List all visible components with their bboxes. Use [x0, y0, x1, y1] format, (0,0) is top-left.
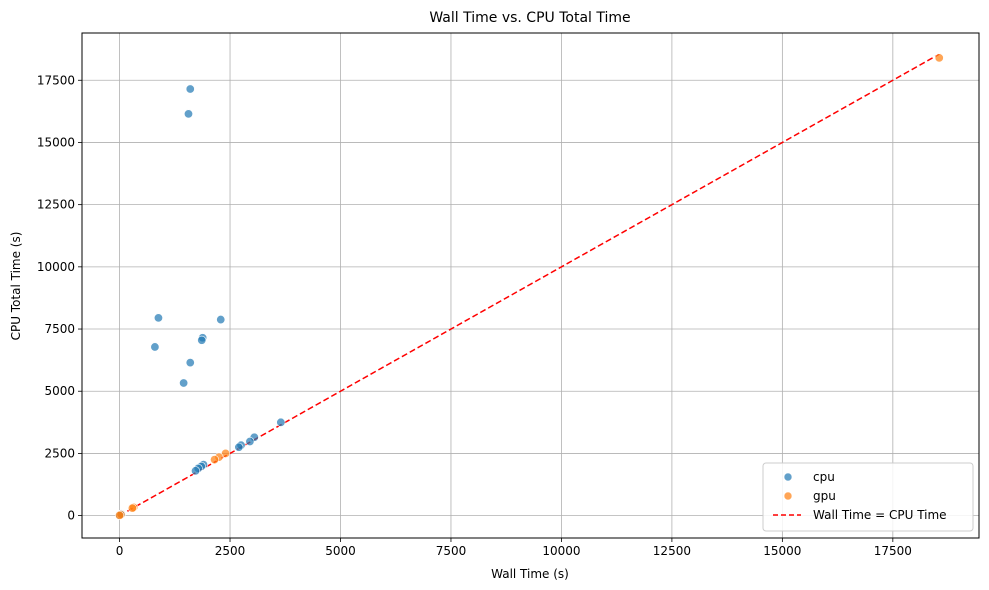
y-tick-label: 10000	[37, 260, 75, 274]
y-tick-label: 7500	[44, 322, 75, 336]
y-tick-label: 0	[67, 509, 75, 523]
grid-lines	[82, 33, 979, 538]
x-axis-ticks: 0 2500 5000 7500 10000 12500 15000 17500	[116, 538, 912, 558]
data-point-cpu	[191, 466, 201, 476]
y-axis-ticks: 0 2500 5000 7500 10000 12500 15000 17500	[37, 73, 82, 523]
data-point-cpu	[245, 436, 255, 446]
legend-marker-cpu	[783, 472, 793, 482]
data-point-gpu	[127, 503, 137, 513]
legend-box	[762, 462, 974, 532]
x-tick-label: 5000	[325, 544, 356, 558]
x-tick-label: 0	[116, 544, 124, 558]
data-point-cpu	[153, 313, 163, 323]
plot-frame	[81, 32, 980, 539]
chart-title: Wall Time vs. CPU Total Time	[429, 10, 630, 26]
x-tick-label: 10000	[542, 544, 580, 558]
legend-marker-gpu	[783, 491, 793, 501]
y-tick-label: 12500	[37, 198, 75, 212]
data-point-cpu	[150, 342, 160, 352]
data-points	[115, 53, 944, 520]
data-point-cpu	[179, 378, 189, 388]
data-point-cpu	[234, 442, 244, 452]
data-point-gpu	[115, 510, 125, 520]
data-point-gpu	[934, 53, 944, 63]
y-tick-label: 17500	[37, 73, 75, 87]
data-point-cpu	[276, 417, 286, 427]
x-tick-label: 7500	[436, 544, 467, 558]
data-point-cpu	[216, 315, 226, 325]
legend-label-cpu: cpu	[813, 470, 835, 484]
data-point-cpu	[197, 335, 207, 345]
y-tick-label: 2500	[44, 446, 75, 460]
legend: cpu gpu Wall Time = CPU Time	[762, 462, 974, 532]
legend-label-gpu: gpu	[813, 489, 836, 503]
x-tick-label: 12500	[653, 544, 691, 558]
x-tick-label: 2500	[215, 544, 246, 558]
legend-label-reference: Wall Time = CPU Time	[813, 508, 947, 522]
y-tick-label: 5000	[44, 384, 75, 398]
y-tick-label: 15000	[37, 135, 75, 149]
x-axis-label: Wall Time (s)	[491, 567, 569, 581]
data-point-cpu	[183, 109, 193, 119]
data-point-cpu	[185, 358, 195, 368]
data-point-cpu	[185, 84, 195, 94]
x-tick-label: 17500	[874, 544, 912, 558]
y-axis-label: CPU Total Time (s)	[9, 232, 23, 341]
x-tick-label: 15000	[763, 544, 801, 558]
data-point-gpu	[210, 455, 220, 465]
